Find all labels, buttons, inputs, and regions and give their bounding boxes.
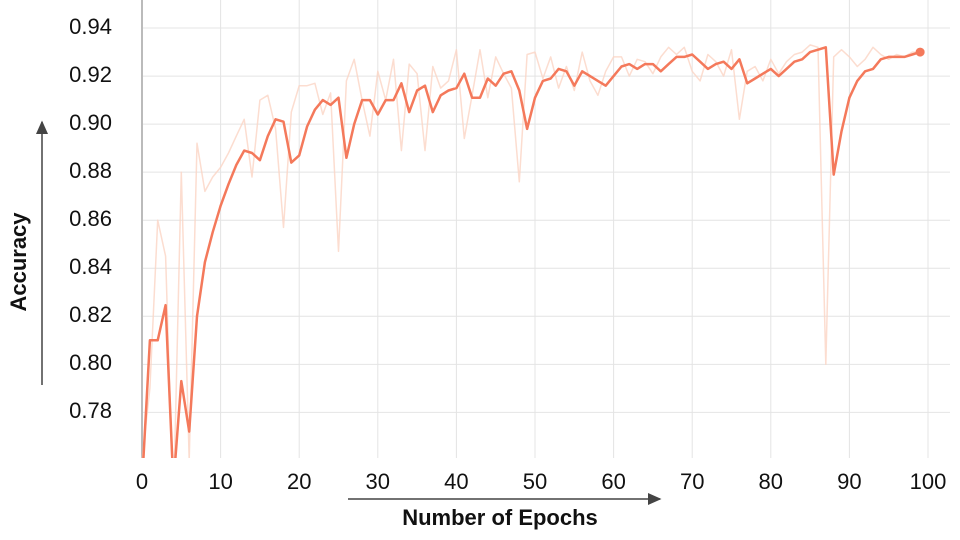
y-tick-label: 0.86	[69, 206, 112, 231]
y-tick-label: 0.94	[69, 14, 112, 39]
y-axis-title: Accuracy	[6, 212, 31, 312]
x-tick-label: 60	[601, 469, 625, 494]
x-tick-label: 70	[680, 469, 704, 494]
y-tick-label: 0.84	[69, 254, 112, 279]
grid	[141, 0, 950, 458]
y-tick-label: 0.88	[69, 158, 112, 183]
x-tick-label: 20	[287, 469, 311, 494]
x-tick-label: 40	[444, 469, 468, 494]
x-axis-title: Number of Epochs	[402, 505, 598, 530]
x-tick-label: 90	[837, 469, 861, 494]
y-tick-label: 0.92	[69, 62, 112, 87]
y-tick-label: 0.78	[69, 398, 112, 423]
y-tick-label: 0.82	[69, 302, 112, 327]
x-tick-label: 80	[759, 469, 783, 494]
x-tick-label: 50	[523, 469, 547, 494]
x-tick-label: 100	[910, 469, 947, 494]
smoothed-line	[142, 46, 921, 458]
x-tick-label: 0	[136, 469, 148, 494]
x-tick-label: 30	[366, 469, 390, 494]
y-tick-label: 0.90	[69, 110, 112, 135]
raw-line	[141, 44, 921, 458]
y-tick-label: 0.80	[69, 350, 112, 375]
x-tick-label: 10	[208, 469, 232, 494]
end-point	[915, 47, 925, 57]
plot-area	[141, 44, 921, 458]
